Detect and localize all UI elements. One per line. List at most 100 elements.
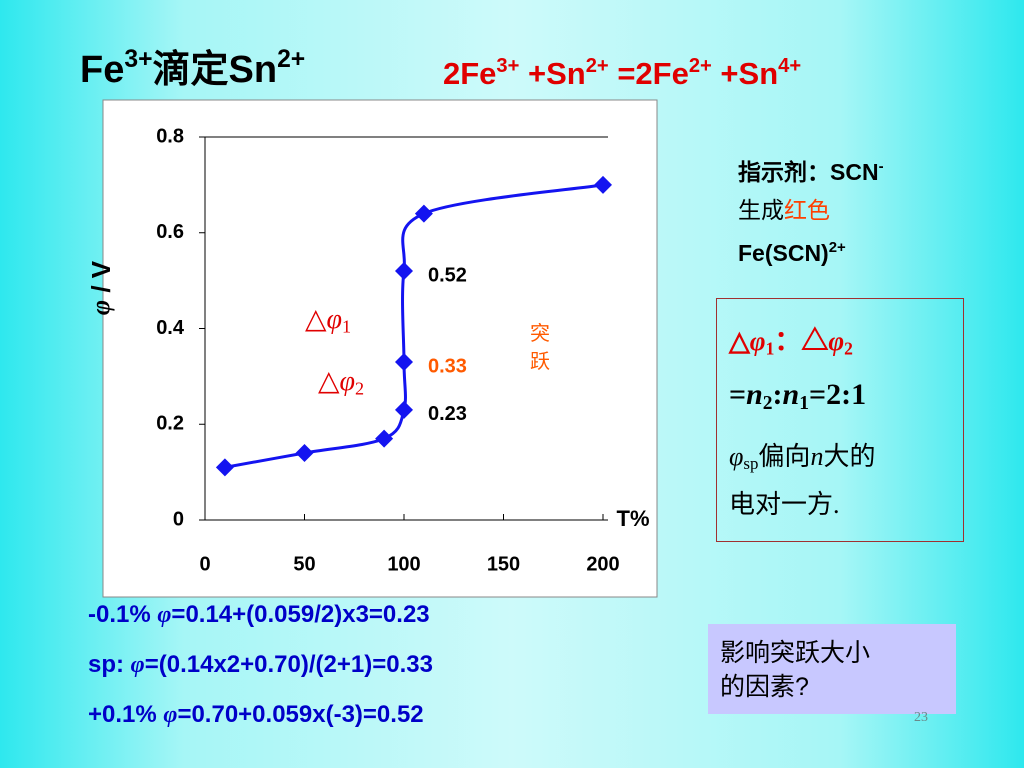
text-segment: ：△	[774, 326, 829, 356]
text-segment: 电对一方.	[729, 490, 840, 520]
text-segment: φ	[729, 442, 744, 472]
data-label: 0.52	[428, 264, 467, 286]
text-segment: / V	[86, 260, 116, 300]
marker	[215, 458, 234, 477]
annotation: △φ2	[318, 364, 364, 400]
text-segment: +0.1%	[88, 701, 164, 728]
indicator: 指示剂：SCN- 生成红色 Fe(SCN)2+	[738, 148, 884, 272]
marker	[395, 353, 413, 372]
text-segment: Fe(SCN)	[738, 239, 829, 266]
text-segment: 指示剂：SCN	[738, 158, 879, 185]
text-segment: Fe	[80, 49, 125, 91]
text-segment: φ	[326, 304, 343, 335]
formula: sp: φ=(0.14x2+0.70)/(2+1)=0.33	[88, 640, 433, 690]
text-segment: 1	[765, 338, 775, 359]
data-label: 0.23	[428, 403, 467, 425]
text-segment: 2Fe	[443, 56, 497, 92]
text-segment: +Sn	[519, 56, 586, 92]
text-segment: =2:1	[808, 378, 867, 412]
ratio-box: △φ1：△φ2 =n2:n1=2:1 φsp偏向n大的 电对一方.	[716, 298, 964, 542]
jump-label: 突跃	[530, 323, 550, 373]
text-segment: 1	[799, 393, 809, 415]
ratio-line: 电对一方.	[729, 490, 963, 520]
text-segment: 1	[342, 316, 352, 337]
text-segment: :	[772, 378, 783, 412]
y-axis-label: φ / V	[86, 260, 116, 315]
text-segment: -	[878, 158, 884, 175]
text-segment: 2+	[688, 55, 712, 77]
x-tick-label: 100	[387, 553, 420, 575]
text-segment: φ	[749, 326, 766, 356]
ratio-line: φsp偏向n大的	[729, 430, 963, 490]
text-segment: △	[305, 304, 327, 335]
text-segment: △	[729, 326, 750, 356]
marker	[395, 400, 413, 419]
x-tick-label: 50	[293, 553, 315, 575]
marker	[395, 262, 413, 281]
text-segment: 4+	[778, 55, 802, 77]
y-tick-label: 0.6	[156, 221, 184, 243]
text-segment: +Sn	[711, 56, 779, 92]
marker	[295, 443, 314, 462]
text-segment: 偏向	[758, 442, 811, 472]
question-line: 的因素?	[720, 673, 809, 701]
text-segment: 红色	[784, 196, 830, 223]
ratio-line: △φ1：△φ2	[729, 321, 963, 368]
marker	[375, 429, 394, 448]
indicator-line: 生成红色	[738, 191, 884, 229]
indicator-line: 指示剂：SCN-	[738, 148, 884, 191]
text-segment: 2+	[828, 238, 846, 256]
chart-frame	[102, 99, 658, 598]
text-segment: 2+	[585, 55, 609, 77]
equation: 2Fe3+ +Sn2+ =2Fe2+ +Sn4+	[443, 55, 801, 92]
text-segment: 大的	[823, 442, 876, 472]
indicator-line: Fe(SCN)2+	[738, 229, 884, 272]
text-segment: sp:	[88, 651, 131, 678]
text-segment: =(0.14x2+0.70)/(2+1)=0.33	[144, 651, 433, 678]
text-segment: =0.14+(0.059/2)x3=0.23	[171, 601, 430, 628]
text-segment: 2	[355, 378, 365, 399]
y-tick-label: 0	[173, 508, 184, 530]
y-tick-label: 0.8	[156, 125, 184, 147]
text-segment: 生成	[738, 196, 784, 223]
formulas: -0.1% φ=0.14+(0.059/2)x3=0.23 sp: φ=(0.1…	[88, 590, 433, 740]
text-segment: 滴定Sn	[152, 49, 278, 91]
text-segment: -0.1%	[88, 601, 158, 628]
ratio-line: =n2:n1=2:1	[729, 368, 963, 430]
text-segment: 3+	[496, 55, 520, 77]
text-segment: △	[318, 366, 340, 397]
question-line: 影响突跃大小	[720, 639, 871, 667]
text-segment: 2	[844, 338, 853, 359]
text-segment: sp	[743, 454, 759, 474]
text-segment: 3+	[124, 46, 153, 74]
formula: -0.1% φ=0.14+(0.059/2)x3=0.23	[88, 590, 433, 640]
y-tick-label: 0.4	[156, 317, 185, 339]
text-segment: =0.70+0.059x(-3)=0.52	[177, 701, 424, 728]
x-tick-label: 200	[586, 553, 619, 575]
x-axis-label: T%	[617, 506, 650, 531]
text-segment: φ	[339, 366, 356, 397]
title: Fe3+滴定Sn2+	[80, 38, 305, 93]
formula: +0.1% φ=0.70+0.059x(-3)=0.52	[88, 690, 433, 740]
text-segment: n	[746, 378, 763, 412]
text-segment: 2+	[277, 46, 306, 74]
annotation: △φ1	[305, 302, 351, 338]
x-tick-label: 150	[487, 553, 520, 575]
text-segment: φ	[157, 602, 172, 628]
text-segment: φ	[163, 702, 178, 728]
data-label: 0.33	[428, 355, 467, 377]
marker	[414, 204, 433, 223]
text-segment: =2Fe	[608, 56, 689, 92]
text-segment: 2	[762, 393, 773, 415]
question-box: 影响突跃大小 的因素?	[708, 624, 956, 714]
text-segment: n	[782, 378, 800, 412]
text-segment: =	[729, 378, 747, 412]
text-segment: n	[810, 442, 824, 472]
x-tick-label: 0	[199, 553, 210, 575]
text-segment: φ	[86, 300, 115, 315]
y-tick-label: 0.2	[156, 413, 184, 435]
text-segment: φ	[828, 326, 845, 356]
marker	[594, 175, 612, 194]
